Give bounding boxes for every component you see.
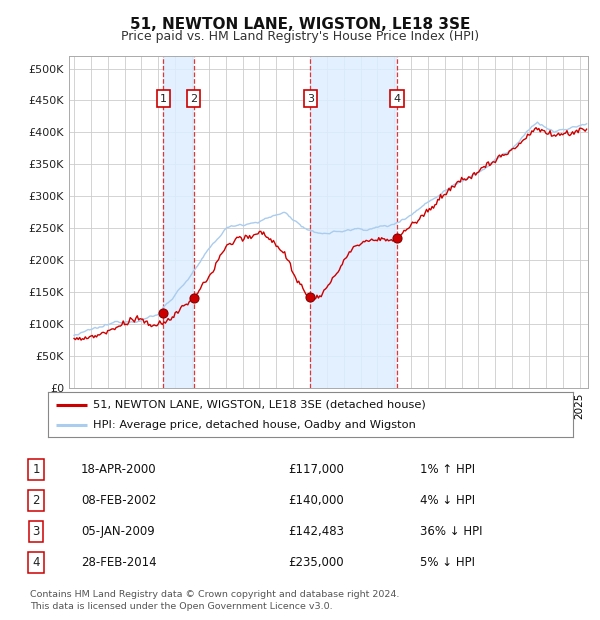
Text: 28-FEB-2014: 28-FEB-2014 xyxy=(81,556,157,569)
Text: 3: 3 xyxy=(307,94,314,104)
Text: 3: 3 xyxy=(32,525,40,538)
Text: 5% ↓ HPI: 5% ↓ HPI xyxy=(420,556,475,569)
Text: 2: 2 xyxy=(32,494,40,507)
Text: 1: 1 xyxy=(32,463,40,476)
Text: 2: 2 xyxy=(190,94,197,104)
Text: 1: 1 xyxy=(160,94,167,104)
Bar xyxy=(310,56,397,388)
Text: Contains HM Land Registry data © Crown copyright and database right 2024.
This d: Contains HM Land Registry data © Crown c… xyxy=(30,590,400,611)
Text: 36% ↓ HPI: 36% ↓ HPI xyxy=(420,525,482,538)
Text: £117,000: £117,000 xyxy=(288,463,344,476)
Text: £235,000: £235,000 xyxy=(288,556,344,569)
Text: 51, NEWTON LANE, WIGSTON, LE18 3SE: 51, NEWTON LANE, WIGSTON, LE18 3SE xyxy=(130,17,470,32)
Text: 05-JAN-2009: 05-JAN-2009 xyxy=(81,525,155,538)
Text: 18-APR-2000: 18-APR-2000 xyxy=(81,463,157,476)
Text: £140,000: £140,000 xyxy=(288,494,344,507)
Bar xyxy=(163,56,194,388)
Text: 4: 4 xyxy=(32,556,40,569)
Text: Price paid vs. HM Land Registry's House Price Index (HPI): Price paid vs. HM Land Registry's House … xyxy=(121,30,479,43)
Text: 4: 4 xyxy=(394,94,400,104)
Text: 08-FEB-2002: 08-FEB-2002 xyxy=(81,494,157,507)
Text: 4% ↓ HPI: 4% ↓ HPI xyxy=(420,494,475,507)
Text: £142,483: £142,483 xyxy=(288,525,344,538)
Text: 51, NEWTON LANE, WIGSTON, LE18 3SE (detached house): 51, NEWTON LANE, WIGSTON, LE18 3SE (deta… xyxy=(92,399,425,410)
Text: HPI: Average price, detached house, Oadby and Wigston: HPI: Average price, detached house, Oadb… xyxy=(92,420,415,430)
Text: 1% ↑ HPI: 1% ↑ HPI xyxy=(420,463,475,476)
